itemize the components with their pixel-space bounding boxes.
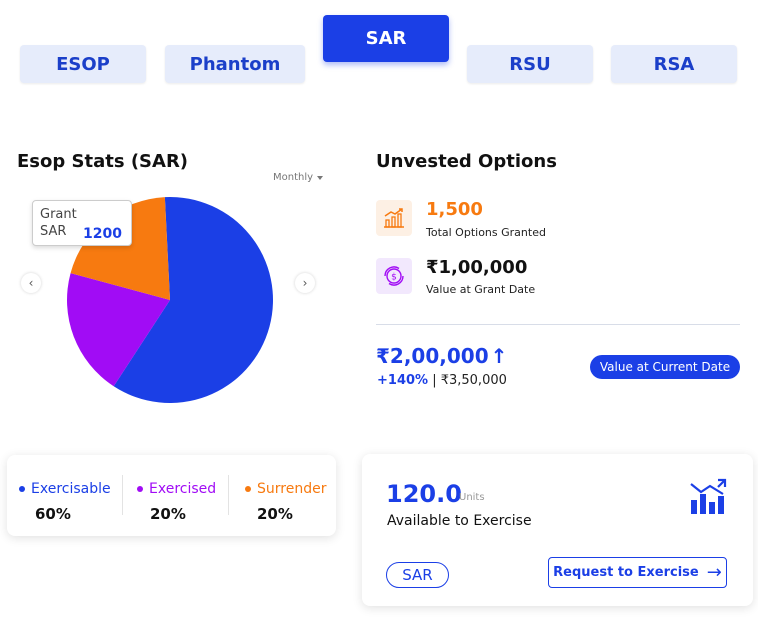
tab-rsu[interactable]: RSU: [467, 45, 593, 83]
request-exercise-button[interactable]: Request to Exercise →: [548, 557, 727, 588]
grant-value-label: Value at Grant Date: [426, 283, 536, 296]
growth-separator: |: [428, 373, 441, 388]
tab-phantom[interactable]: Phantom: [165, 45, 305, 83]
available-label: Available to Exercise: [387, 513, 532, 529]
bar-chart-trend-icon: [688, 478, 728, 520]
legend-value: 20%: [150, 505, 186, 523]
svg-text:$: $: [391, 273, 397, 283]
legend-surrender: Surrender 20%: [233, 455, 336, 536]
legend-value: 60%: [35, 505, 71, 523]
legend-label: Exercised: [149, 481, 217, 497]
pie-slice-exercised: [66, 273, 170, 387]
growth-percent: +140%: [377, 373, 429, 388]
legend-label: Surrender: [257, 481, 327, 497]
request-exercise-label: Request to Exercise: [553, 565, 699, 580]
legend-label: Exercisable: [31, 481, 111, 497]
growth-info: +140% | ₹3,50,000: [377, 373, 507, 388]
tooltip-type: SAR: [40, 224, 67, 239]
value-current-date-button[interactable]: Value at Current Date: [590, 355, 740, 379]
sar-badge: SAR: [386, 562, 449, 588]
pie-slice-exercisable: [113, 197, 273, 403]
growth-amount: ₹3,50,000: [440, 373, 507, 388]
period-label: Monthly: [273, 172, 314, 183]
current-value: ₹2,00,000 ↑: [376, 344, 507, 368]
tab-sar[interactable]: SAR: [323, 15, 449, 62]
growth-chart-icon: [376, 200, 412, 236]
caret-down-icon: [317, 175, 324, 180]
period-dropdown[interactable]: Monthly: [273, 172, 324, 183]
divider: [376, 324, 740, 325]
legend-divider: [228, 475, 229, 515]
total-options-value: 1,500: [426, 199, 483, 220]
legend-card: Exercisable 60% Exercised 20% Surrender …: [7, 455, 336, 536]
chevron-right-icon[interactable]: ›: [295, 273, 315, 293]
surrender-dot: [245, 486, 251, 492]
legend-exercisable: Exercisable 60%: [7, 455, 122, 536]
current-value-amount: ₹2,00,000: [376, 344, 489, 368]
chevron-left-icon[interactable]: ‹: [21, 273, 41, 293]
exercisable-dot: [19, 486, 25, 492]
units-value: 120.0: [386, 480, 462, 508]
arrow-right-icon: →: [706, 562, 722, 583]
tab-rsa[interactable]: RSA: [611, 45, 737, 83]
legend-value: 20%: [257, 505, 293, 523]
arrow-up-icon: ↑: [490, 344, 508, 368]
currency-cycle-icon: $: [376, 258, 412, 294]
legend-exercised: Exercised 20%: [127, 455, 227, 536]
tooltip-value: 1200: [83, 226, 122, 242]
stats-title: Esop Stats (SAR): [17, 151, 189, 172]
legend-divider: [122, 475, 123, 515]
exercised-dot: [137, 486, 143, 492]
tab-esop[interactable]: ESOP: [20, 45, 146, 83]
unvested-title: Unvested Options: [376, 151, 557, 172]
grant-value: ₹1,00,000: [426, 257, 528, 278]
tooltip-label: Grant: [40, 207, 77, 222]
chart-tooltip: Grant SAR 1200: [32, 200, 132, 246]
units-label: Units: [459, 492, 485, 503]
total-options-label: Total Options Granted: [426, 226, 546, 239]
